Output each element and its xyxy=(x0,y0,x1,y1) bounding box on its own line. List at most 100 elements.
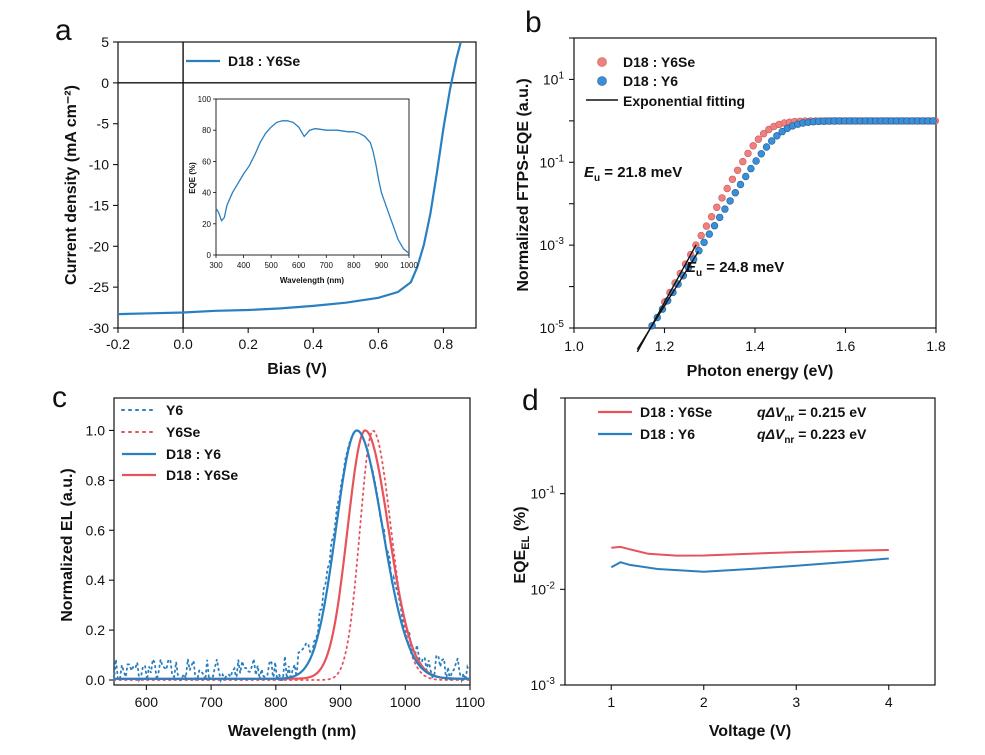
panel-d-y-axis: 10-1 10-2 10-3 xyxy=(531,397,565,693)
panel-b-series-d18-y6se xyxy=(660,117,939,306)
panel-b-point-d18-y6se xyxy=(728,175,737,184)
panel-c-legend-label-y6: Y6 xyxy=(166,402,183,418)
panel-a-inset-x-tick-label: 500 xyxy=(264,261,278,270)
panel-b-point-d18-y6 xyxy=(715,213,724,222)
panel-a-inset-x-tick-label: 400 xyxy=(237,261,251,270)
panel-d-curve-d18-y6se xyxy=(611,545,889,557)
panel-b-y-label: Normalized FTPS-EQE (a.u.) xyxy=(515,78,532,291)
panel-b-point-d18-y6se xyxy=(697,231,705,240)
panel-a-y-tick-label: -25 xyxy=(89,279,109,295)
panel-a-y-tick-label: -20 xyxy=(89,238,109,254)
panel-b-point-d18-y6 xyxy=(767,137,776,145)
panel-a-inset-x-tick-label: 700 xyxy=(320,261,334,270)
panel-a-y-label: Current density (mA cm⁻²) xyxy=(63,85,80,285)
panel-d-y-tick-label: 10-3 xyxy=(531,676,556,693)
panel-a-inset-x-tick-label: 300 xyxy=(209,261,223,270)
panel-c-legend-label-d18-y6: D18 : Y6 xyxy=(166,446,221,462)
panel-b-legend-label-y6: D18 : Y6 xyxy=(623,73,678,89)
panel-a-inset-y-label: EQE (%) xyxy=(188,162,197,194)
panel-b-legend-label-y6se: D18 : Y6Se xyxy=(623,54,695,70)
panel-b-point-d18-y6 xyxy=(726,197,734,205)
panel-c-curve-y6se xyxy=(113,429,471,681)
panel-b-point-d18-y6 xyxy=(705,230,713,238)
panel-b-x-label: Photon energy (eV) xyxy=(687,363,834,380)
panel-c-x-tick-label: 800 xyxy=(264,694,288,710)
panel-d-y-label: EQEEL (%) xyxy=(512,506,532,583)
panel-b-point-d18-y6se xyxy=(754,135,763,143)
panel-c-x-tick-label: 900 xyxy=(329,694,353,710)
panel-b-y-tick-label: 101 xyxy=(543,70,565,87)
panel-d-x-tick-label: 3 xyxy=(792,694,800,710)
panel-a-frame xyxy=(117,41,477,329)
panel-c-x-axis: 600 700 800 900 1000 1100 xyxy=(135,685,485,710)
panel-b-x-tick-label: 1.2 xyxy=(655,338,675,354)
panel-b-point-d18-y6se xyxy=(707,213,716,221)
panel-a-inset-y-axis: 0 20 40 60 80 100 xyxy=(198,95,216,260)
panel-c-x-label: Wavelength (nm) xyxy=(228,723,356,740)
panel-b-y-axis: 101 10-1 10-3 10-5 xyxy=(540,37,574,336)
panel-b-point-d18-y6 xyxy=(695,247,703,255)
panel-b-legend-label-fit: Exponential fitting xyxy=(623,93,745,109)
panel-a-inset-y-tick-label: 40 xyxy=(202,189,211,198)
panel-b-point-d18-y6 xyxy=(736,180,745,189)
panel-a-inset-y-tick-label: 20 xyxy=(202,220,211,229)
panel-a-x-tick-label: -0.2 xyxy=(106,336,130,352)
panel-b-x-tick-label: 1.6 xyxy=(836,338,856,354)
panel-b-point-d18-y6se xyxy=(723,184,731,193)
panel-b-point-d18-y6se xyxy=(702,222,711,230)
panel-a-inset-x-tick-label: 600 xyxy=(292,261,306,270)
panel-b-legend-swatch-y6se xyxy=(597,57,607,67)
panel-a-inset-y-tick-label: 60 xyxy=(202,157,211,166)
panel-d-legend-label-y6se: D18 : Y6Se xyxy=(640,404,712,420)
panel-a-x-tick-label: 0.4 xyxy=(304,336,324,352)
panel-letter-b: b xyxy=(525,6,542,39)
panel-b-point-d18-y6 xyxy=(929,117,937,125)
panel-c-y-tick-label: 0.8 xyxy=(86,472,106,488)
panel-a-y-tick-label: -10 xyxy=(89,157,109,173)
panel-b-point-d18-y6 xyxy=(773,132,781,140)
panel-d-curve-d18-y6 xyxy=(610,557,889,573)
panel-a-inset-x-tick-label: 900 xyxy=(375,261,389,270)
panel-c-el-chart: 600 700 800 900 1000 1100 0.00.20.40.60.81.0 … xyxy=(59,397,485,740)
panel-b-annotation-y6se-eu: Eu = 21.8 meV xyxy=(584,164,682,184)
panel-c-curve-d18-y6 xyxy=(114,429,470,680)
panel-b-x-tick-label: 1.8 xyxy=(926,338,946,354)
panel-a-inset-y-tick-label: 0 xyxy=(207,251,212,260)
panel-d-frame xyxy=(564,397,936,686)
panel-d-x-tick-label: 2 xyxy=(700,694,708,710)
panel-b-y-tick-label: 10-5 xyxy=(540,319,565,336)
panel-c-x-tick-label: 1000 xyxy=(390,694,421,710)
panel-d-x-label: Voltage (V) xyxy=(709,723,791,740)
panel-c-y-tick-label: 0.6 xyxy=(86,522,106,538)
panel-c-y-tick-label: 0.0 xyxy=(86,672,106,688)
panel-c-y-axis: 0.0 0.2 0.4 0.6 0.8 1.0 xyxy=(86,422,114,688)
panel-a-inset-frame xyxy=(215,98,410,256)
panel-c-y-tick-label: 0.2 xyxy=(86,622,106,638)
panel-a-x-tick-label: 0.6 xyxy=(369,336,389,352)
panel-d-x-tick-label: 4 xyxy=(885,694,893,710)
panel-a-inset-y-tick-label: 80 xyxy=(202,126,211,135)
panel-a-inset-eqe-curve xyxy=(215,120,410,254)
panel-a-inset-eqe-chart: 300 400 500 600 700 800 900 1000 0 20 40 60 80 100 W… xyxy=(188,95,418,285)
panel-letter-a: a xyxy=(55,14,72,47)
panel-b-point-d18-y6se xyxy=(713,203,721,212)
panel-b-point-d18-y6 xyxy=(700,238,708,247)
panel-d-legend-value-y6: qΔVnr = 0.223 eV xyxy=(757,426,867,446)
panel-b-point-d18-y6 xyxy=(747,164,755,173)
panel-b-point-d18-y6se xyxy=(744,149,752,158)
panel-c-y-tick-label: 1.0 xyxy=(86,422,106,438)
panel-a-inset-y-tick-label: 100 xyxy=(198,95,212,104)
panel-c-legend-label-y6se: Y6Se xyxy=(166,424,200,440)
panel-b-x-tick-label: 1.0 xyxy=(564,338,584,354)
panel-b-annotation-y6-eu: Eu = 24.8 meV xyxy=(686,259,784,279)
panel-a-y-tick-label: -15 xyxy=(89,197,109,213)
panel-a-jv-curve xyxy=(117,41,462,316)
panel-c-x-tick-label: 600 xyxy=(135,694,159,710)
panel-b-y-tick-label: 10-3 xyxy=(540,236,565,253)
panel-b-point-d18-y6 xyxy=(721,205,729,213)
panel-c-x-tick-label: 700 xyxy=(199,694,223,710)
panel-c-legend-label-d18-y6se: D18 : Y6Se xyxy=(166,467,238,483)
panel-b-series-d18-y6 xyxy=(648,117,937,330)
panel-b-point-d18-y6se xyxy=(718,194,726,202)
